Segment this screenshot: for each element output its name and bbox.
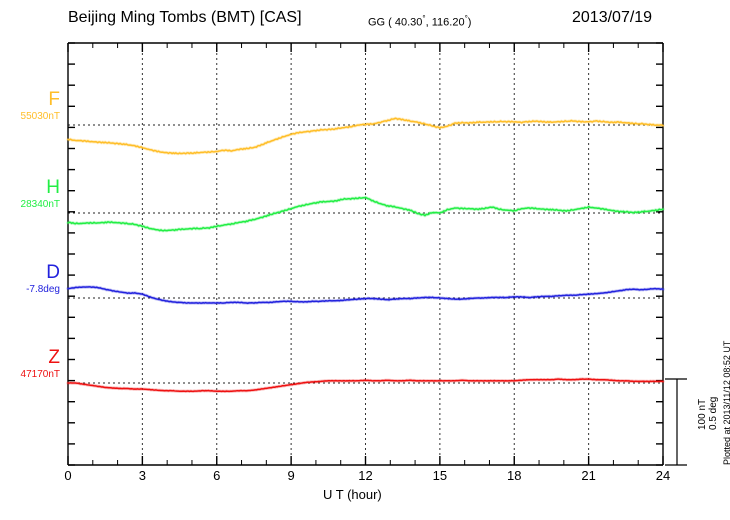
- component-baseline-value-H: 28340nT: [20, 199, 60, 210]
- observation-date: 2013/07/19: [572, 9, 653, 26]
- axis-ticks: [67, 42, 664, 466]
- geographic-coordinates: GG ( 40.30°, 116.20°): [368, 14, 471, 29]
- scale-bar: [665, 378, 687, 466]
- component-baseline-value-F: 55030nT: [20, 111, 60, 122]
- component-baseline-value-D: -7.8deg: [26, 284, 60, 295]
- component-letter-H: H: [46, 177, 60, 198]
- x-tick-label-24: 24: [655, 468, 671, 483]
- plotted-timestamp: Plotted at 2013/11/12 08:52 UT: [722, 340, 730, 465]
- scale-bar-label-deg: 0.5 deg: [708, 396, 719, 430]
- series-line-F: [67, 117, 664, 155]
- grid-layer: [68, 43, 663, 465]
- x-tick-label-12: 12: [358, 468, 373, 483]
- series-line-Z: [67, 378, 664, 393]
- x-tick-label-9: 9: [287, 468, 295, 483]
- degree-symbol-lon: °: [464, 14, 468, 23]
- geo-mid: , 116.20: [425, 16, 465, 29]
- degree-symbol-lat: °: [422, 14, 426, 23]
- x-tick-label-15: 15: [432, 468, 448, 483]
- x-tick-label-18: 18: [507, 468, 522, 483]
- page-title: Beijing Ming Tombs (BMT) [CAS]: [68, 9, 302, 26]
- x-tick-label-0: 0: [64, 468, 72, 483]
- scale-bar-label-nt: 100 nT: [697, 398, 708, 430]
- data-series-layer: [66, 116, 665, 393]
- series-line-D: [67, 286, 664, 305]
- component-baseline-value-Z: 47170nT: [20, 369, 60, 380]
- x-tick-label-6: 6: [213, 468, 221, 483]
- x-tick-label-3: 3: [138, 468, 146, 483]
- x-tick-label-21: 21: [581, 468, 596, 483]
- series-line-H: [67, 196, 664, 232]
- component-letter-F: F: [48, 89, 60, 110]
- component-letter-Z: Z: [48, 347, 60, 368]
- x-axis-label: U T (hour): [323, 487, 382, 502]
- geo-prefix: GG ( 40.30: [368, 16, 423, 29]
- geo-suffix: ): [467, 16, 472, 29]
- component-letter-D: D: [46, 262, 60, 283]
